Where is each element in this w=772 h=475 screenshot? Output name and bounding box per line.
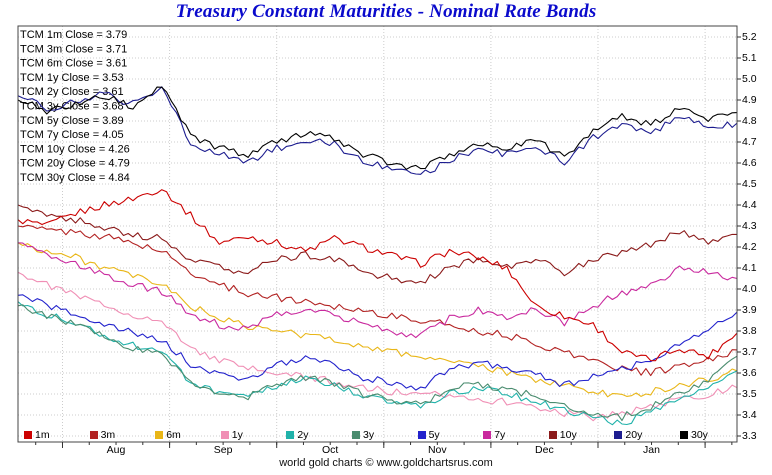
legend-swatch-10y-icon xyxy=(548,431,557,439)
y-axis-label: 4.9 xyxy=(742,94,757,106)
legend-item-30y: 30y xyxy=(680,429,708,441)
legend-item-3y: 3y xyxy=(352,429,374,441)
y-axis-label: 3.9 xyxy=(742,304,757,316)
legend-label-30y: 30y xyxy=(691,429,708,441)
info-line-30y: TCM 30y Close = 4.84 xyxy=(20,172,130,184)
plot-border xyxy=(17,25,738,443)
legend-item-10y: 10y xyxy=(548,429,577,441)
info-line-1m: TCM 1m Close = 3.79 xyxy=(20,29,127,41)
y-axis-label: 3.7 xyxy=(742,346,757,358)
y-axis-label: 3.3 xyxy=(742,430,757,442)
legend-item-3m: 3m xyxy=(89,429,116,441)
info-line-6m: TCM 6m Close = 3.61 xyxy=(20,58,127,70)
legend-swatch-3m-icon xyxy=(89,431,98,439)
info-line-10y: TCM 10y Close = 4.26 xyxy=(20,143,130,155)
y-axis-label: 4.1 xyxy=(742,262,757,274)
page-title: Treasury Constant Maturities - Nominal R… xyxy=(175,1,597,22)
legend-swatch-20y-icon xyxy=(614,431,623,439)
y-axis-label: 3.4 xyxy=(742,409,757,421)
info-line-5y: TCM 5y Close = 3.89 xyxy=(20,115,124,127)
series-line-1y xyxy=(17,271,738,422)
x-axis-label-jan: Jan xyxy=(643,444,660,456)
y-axis-label: 4.4 xyxy=(742,199,757,211)
legend-item-2y: 2y xyxy=(286,429,308,441)
x-axis-label-nov: Nov xyxy=(427,444,447,456)
series-line-3y xyxy=(17,304,738,422)
y-axis-label: 5.2 xyxy=(742,31,757,43)
y-axis-label: 4.5 xyxy=(742,178,757,190)
legend-swatch-1y-icon xyxy=(220,431,229,439)
legend-label-2y: 2y xyxy=(297,429,309,441)
legend-swatch-30y-icon xyxy=(680,431,688,439)
legend-label-6m: 6m xyxy=(166,429,181,441)
info-line-20y: TCM 20y Close = 4.79 xyxy=(20,158,130,170)
info-line-3m: TCM 3m Close = 3.71 xyxy=(20,43,127,55)
y-axis-label: 5.0 xyxy=(742,73,757,85)
y-axis-label: 5.1 xyxy=(742,52,757,64)
legend-item-20y: 20y xyxy=(614,429,642,441)
legend-swatch-6m-icon xyxy=(155,431,164,439)
legend-label-3m: 3m xyxy=(100,429,116,441)
series-line-6m xyxy=(17,242,738,398)
y-axis-label: 4.6 xyxy=(742,157,757,169)
legend-item-7y: 7y xyxy=(483,429,505,441)
info-line-1y: TCM 1y Close = 3.53 xyxy=(20,72,124,84)
series-line-5y xyxy=(17,294,738,391)
footer-credit: world gold charts © www.goldchartsrus.co… xyxy=(279,457,493,469)
y-axis-label: 4.2 xyxy=(742,241,757,253)
y-axis-label: 4.7 xyxy=(742,136,757,148)
legend-swatch-3y-icon xyxy=(352,431,360,439)
legend-label-3y: 3y xyxy=(363,429,375,441)
legend-label-7y: 7y xyxy=(494,429,506,441)
legend-item-1m: 1m xyxy=(24,429,50,441)
legend-swatch-5y-icon xyxy=(417,431,426,439)
legend-item-1y: 1y xyxy=(220,429,243,441)
y-axis-label: 3.6 xyxy=(742,367,757,379)
legend-swatch-2y-icon xyxy=(286,431,295,439)
x-axis-label-oct: Oct xyxy=(322,444,339,456)
legend-label-5y: 5y xyxy=(428,429,440,441)
y-axis-label: 4.0 xyxy=(742,283,757,295)
y-axis-label: 3.5 xyxy=(742,388,757,400)
x-axis-label-aug: Aug xyxy=(106,444,126,456)
legend-label-1y: 1y xyxy=(231,429,243,441)
plot-background xyxy=(18,26,737,442)
legend-label-10y: 10y xyxy=(559,429,577,441)
legend-swatch-7y-icon xyxy=(483,431,492,439)
y-axis-label: 4.3 xyxy=(742,220,757,232)
series-line-2y xyxy=(17,301,738,426)
legend-label-20y: 20y xyxy=(625,429,643,441)
legend-label-1m: 1m xyxy=(35,429,50,441)
info-line-7y: TCM 7y Close = 4.05 xyxy=(20,129,124,141)
y-axis-label: 3.8 xyxy=(742,325,757,337)
series-line-1m xyxy=(17,189,738,362)
y-axis-label: 4.8 xyxy=(742,115,757,127)
series-line-10y xyxy=(17,204,737,284)
x-axis-label-dec: Dec xyxy=(535,444,554,456)
series-line-30y xyxy=(17,86,738,170)
legend-item-5y: 5y xyxy=(417,429,440,441)
series-line-3m xyxy=(17,224,738,377)
x-axis-label-sep: Sep xyxy=(213,444,233,456)
legend-swatch-1m-icon xyxy=(24,431,32,439)
series-line-20y xyxy=(17,86,738,175)
info-line-2y: TCM 2y Close = 3.61 xyxy=(20,86,124,98)
series-line-7y xyxy=(17,242,738,339)
legend-item-6m: 6m xyxy=(155,429,181,441)
